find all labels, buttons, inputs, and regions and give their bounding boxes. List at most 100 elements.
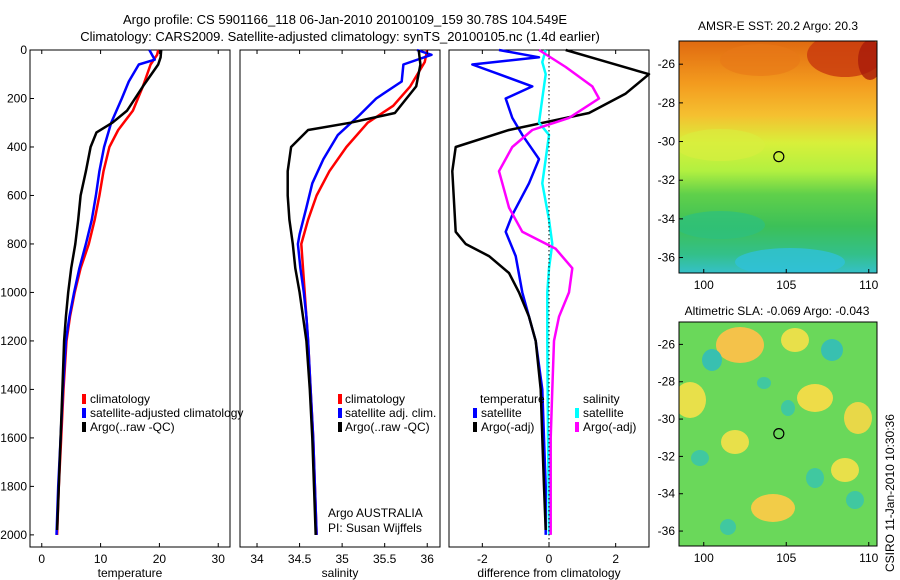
legend-argo-label: Argo(..raw -QC) (90, 420, 175, 434)
legend-temp-argo-label: Argo(-adj) (481, 420, 534, 434)
map-y-tick-label: -32 (658, 173, 676, 187)
legend-swatch-temp-satellite (473, 408, 477, 418)
x-tick-label: 35.5 (373, 552, 397, 566)
legend-argo-label: Argo(..raw -QC) (345, 420, 430, 434)
sst-warm-patch (858, 41, 877, 80)
sla-map-title: Altimetric SLA: -0.069 Argo: -0.043 (685, 304, 870, 318)
x-tick-label: 35 (335, 552, 349, 566)
y-tick-label: 1800 (0, 479, 27, 493)
y-tick-label: 2000 (0, 528, 27, 542)
y-tick-label: 800 (7, 237, 27, 251)
sla-high-patch (721, 430, 749, 454)
series-line-salinity-argo (497, 48, 601, 535)
legend-satellite-label: satellite-adjusted climatology (90, 406, 243, 420)
legend-temp-satellite-label: satellite (481, 406, 522, 420)
legend-swatch-satellite (82, 408, 86, 418)
sla-low-patch (720, 519, 736, 535)
x-tick-label: -2 (477, 552, 488, 566)
map-x-tick-label: 105 (776, 551, 796, 565)
temperature-axes (29, 49, 231, 548)
map-y-tick-label: -36 (658, 524, 676, 538)
map-x-tick-label: 100 (694, 551, 714, 565)
argo-float-marker (773, 428, 785, 440)
figure-title-line2: Climatology: CARS2009. Satellite-adjuste… (80, 29, 600, 44)
sst-map (679, 41, 877, 273)
legend-swatch-argo (338, 422, 342, 432)
sla-high-patch (679, 382, 706, 418)
y-tick-label: 1200 (0, 334, 27, 348)
legend-temperature-title: temperature (480, 392, 545, 406)
legend-climatology-label: climatology (345, 392, 405, 406)
sla-high-patch (751, 494, 795, 522)
x-axis-label: difference from climatology (477, 566, 620, 580)
legend-swatch-sal-argo (575, 422, 579, 432)
map-y-tick-label: -26 (658, 57, 676, 71)
legend-salinity-title: salinity (583, 392, 620, 406)
x-tick-label: 30 (212, 552, 226, 566)
x-tick-label: 34 (250, 552, 264, 566)
map-x-tick-label: 110 (859, 278, 878, 292)
map-y-tick-label: -30 (658, 412, 676, 426)
x-tick-label: 20 (153, 552, 167, 566)
temperature-plot: 0 10 20 30 temperature 0 200 400 600 800 1000 1200 1… (0, 43, 225, 580)
salinity-legend: climatology satellite adj. clim. Argo(..… (328, 392, 436, 535)
legend-swatch-argo (82, 422, 86, 432)
sst-map-axes: 100 105 110 -26 -28 -30 -32 -34 -36 (658, 57, 879, 292)
sst-cool-patch (679, 211, 765, 239)
map-y-tick-label: -34 (658, 212, 676, 226)
sla-high-patch (781, 328, 809, 352)
sla-high-patch (716, 327, 764, 363)
sla-low-patch (691, 450, 709, 466)
legend-swatch-climatology (338, 394, 342, 404)
x-tick-label: 0 (546, 552, 553, 566)
map-y-tick-label: -34 (658, 487, 676, 501)
map-x-tick-label: 105 (776, 278, 796, 292)
sla-map-frame (678, 321, 878, 547)
x-tick-label: 2 (612, 552, 619, 566)
series-line-temperature-satellite (471, 48, 547, 535)
sst-map-title: AMSR-E SST: 20.2 Argo: 20.3 (698, 19, 858, 33)
difference-legend: temperature satellite Argo(-adj) salinit… (473, 392, 636, 434)
series-line-salinity-satellite (537, 49, 554, 535)
map-y-tick-label: -30 (658, 135, 676, 149)
y-tick-label: 0 (20, 43, 27, 57)
x-axis-label: salinity (322, 566, 359, 580)
sla-low-patch (702, 349, 722, 371)
legend-swatch-temp-argo (473, 422, 477, 432)
legend-satellite-label: satellite adj. clim. (345, 406, 436, 420)
salinity-plot: 34 34.5 35 35.5 36 salinity (250, 48, 434, 580)
temperature-legend: climatology satellite-adjusted climatolo… (82, 392, 243, 434)
sst-mid-patch (679, 129, 765, 161)
sla-map (679, 322, 877, 546)
sla-low-patch (757, 377, 771, 389)
sst-warm-patch (720, 44, 800, 76)
x-axis-label: temperature (98, 566, 163, 580)
annotation-pi: PI: Susan Wijffels (328, 521, 422, 535)
y-tick-label: 1400 (0, 382, 27, 396)
legend-sal-satellite-label: satellite (583, 406, 624, 420)
sla-low-patch (806, 468, 824, 488)
sla-high-patch (831, 458, 859, 482)
y-tick-label: 600 (7, 188, 27, 202)
map-x-tick-label: 110 (859, 551, 878, 565)
sla-high-patch (844, 402, 872, 434)
x-tick-label: 34.5 (288, 552, 312, 566)
legend-swatch-satellite (338, 408, 342, 418)
sst-cool-patch (735, 248, 845, 273)
creation-stamp: CSIRO 11-Jan-2010 10:30:36 (883, 414, 897, 572)
sla-map-axes: 100 105 110 -26 -28 -30 -32 -34 -36 (658, 337, 879, 565)
sst-map-frame (678, 40, 878, 274)
annotation-argo-australia: Argo AUSTRALIA (328, 506, 423, 520)
x-tick-label: 0 (38, 552, 45, 566)
series-line-argo (55, 49, 163, 531)
sla-low-patch (781, 400, 795, 416)
y-tick-label: 1600 (0, 431, 27, 445)
figure-title-line1: Argo profile: CS 5901166_118 06-Jan-2010… (123, 12, 567, 27)
argo-float-marker (773, 151, 785, 163)
map-y-tick-label: -28 (658, 375, 676, 389)
legend-swatch-sal-satellite (575, 408, 579, 418)
map-y-tick-label: -28 (658, 96, 676, 110)
